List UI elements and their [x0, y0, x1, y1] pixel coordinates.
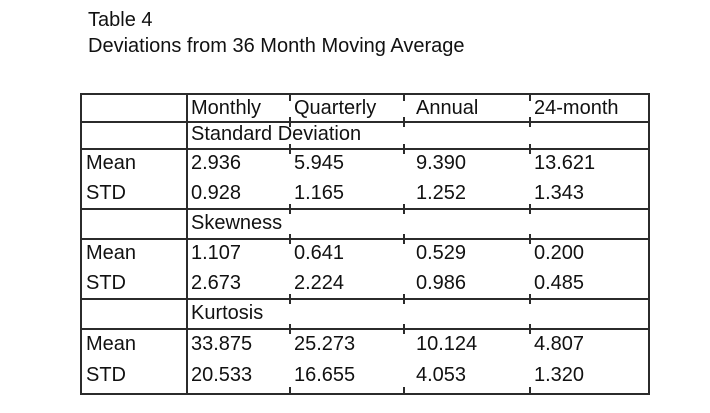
column-tick [289, 234, 291, 244]
cell-value: 33.875 [191, 332, 253, 355]
cell-value: 5.945 [294, 151, 345, 174]
row-label-mean: Mean [86, 241, 137, 264]
column-tick [403, 294, 405, 304]
cell-value: 13.621 [534, 151, 596, 174]
column-header-quarterly: Quarterly [294, 96, 377, 119]
table-title: Deviations from 36 Month Moving Average [88, 35, 465, 57]
column-tick [403, 204, 405, 214]
column-tick [403, 234, 405, 244]
column-tick [289, 324, 291, 334]
section-title-standard-deviation: Standard Deviation [191, 123, 362, 145]
column-tick [529, 387, 531, 393]
cell-value: 16.655 [294, 364, 356, 386]
column-header-annual: Annual [416, 96, 479, 119]
column-tick [289, 144, 291, 154]
table-rule-horizontal [82, 208, 648, 210]
cell-value: 0.200 [534, 241, 585, 264]
cell-value: 4.053 [416, 364, 467, 386]
table-rule-horizontal [82, 121, 648, 123]
column-tick [529, 117, 531, 127]
cell-value: 20.533 [191, 364, 253, 386]
column-tick [403, 387, 405, 393]
column-tick [529, 144, 531, 154]
column-tick [289, 204, 291, 214]
cell-value: 9.390 [416, 151, 467, 174]
column-tick [403, 324, 405, 334]
column-tick [529, 294, 531, 304]
row-label-std: STD [86, 181, 126, 204]
column-header-24-month: 24-month [534, 96, 619, 119]
column-tick [289, 95, 291, 101]
column-tick [289, 117, 291, 127]
section-title-kurtosis: Kurtosis [191, 301, 264, 324]
cell-value: 0.485 [534, 271, 585, 294]
cell-value: 4.807 [534, 332, 585, 355]
column-tick [529, 95, 531, 101]
column-tick [289, 387, 291, 393]
section-title-skewness: Skewness [191, 211, 283, 234]
cell-value: 2.936 [191, 151, 242, 174]
table-rule-horizontal [82, 328, 648, 330]
cell-value: 1.320 [534, 364, 585, 386]
cell-value: 1.343 [534, 181, 585, 204]
column-tick [403, 95, 405, 101]
column-header-monthly: Monthly [191, 96, 262, 119]
cell-value: 1.252 [416, 181, 467, 204]
row-label-mean: Mean [86, 332, 137, 355]
column-tick [403, 117, 405, 127]
cell-value: 0.641 [294, 241, 345, 264]
table-rule-horizontal [82, 298, 648, 300]
cell-value: 25.273 [294, 332, 356, 355]
column-tick [529, 234, 531, 244]
cell-value: 0.928 [191, 181, 242, 204]
statistics-table: Monthly Quarterly Annual 24-month Standa… [80, 93, 650, 395]
table-rule-horizontal [82, 238, 648, 240]
cell-value: 0.529 [416, 241, 467, 264]
column-tick [529, 204, 531, 214]
row-label-mean: Mean [86, 151, 137, 174]
column-tick [403, 144, 405, 154]
cell-value: 10.124 [416, 332, 478, 355]
cell-value: 2.673 [191, 271, 242, 294]
row-label-std: STD [86, 364, 126, 386]
column-divider [186, 95, 188, 393]
cell-value: 2.224 [294, 271, 345, 294]
table-rule-horizontal [82, 148, 648, 150]
column-tick [289, 294, 291, 304]
row-label-std: STD [86, 271, 126, 294]
cell-value: 1.165 [294, 181, 345, 204]
column-tick [529, 324, 531, 334]
cell-value: 1.107 [191, 241, 242, 264]
table-caption: Table 4 Deviations from 36 Month Moving … [88, 7, 465, 59]
cell-value: 0.986 [416, 271, 467, 294]
table-number: Table 4 [88, 9, 153, 31]
